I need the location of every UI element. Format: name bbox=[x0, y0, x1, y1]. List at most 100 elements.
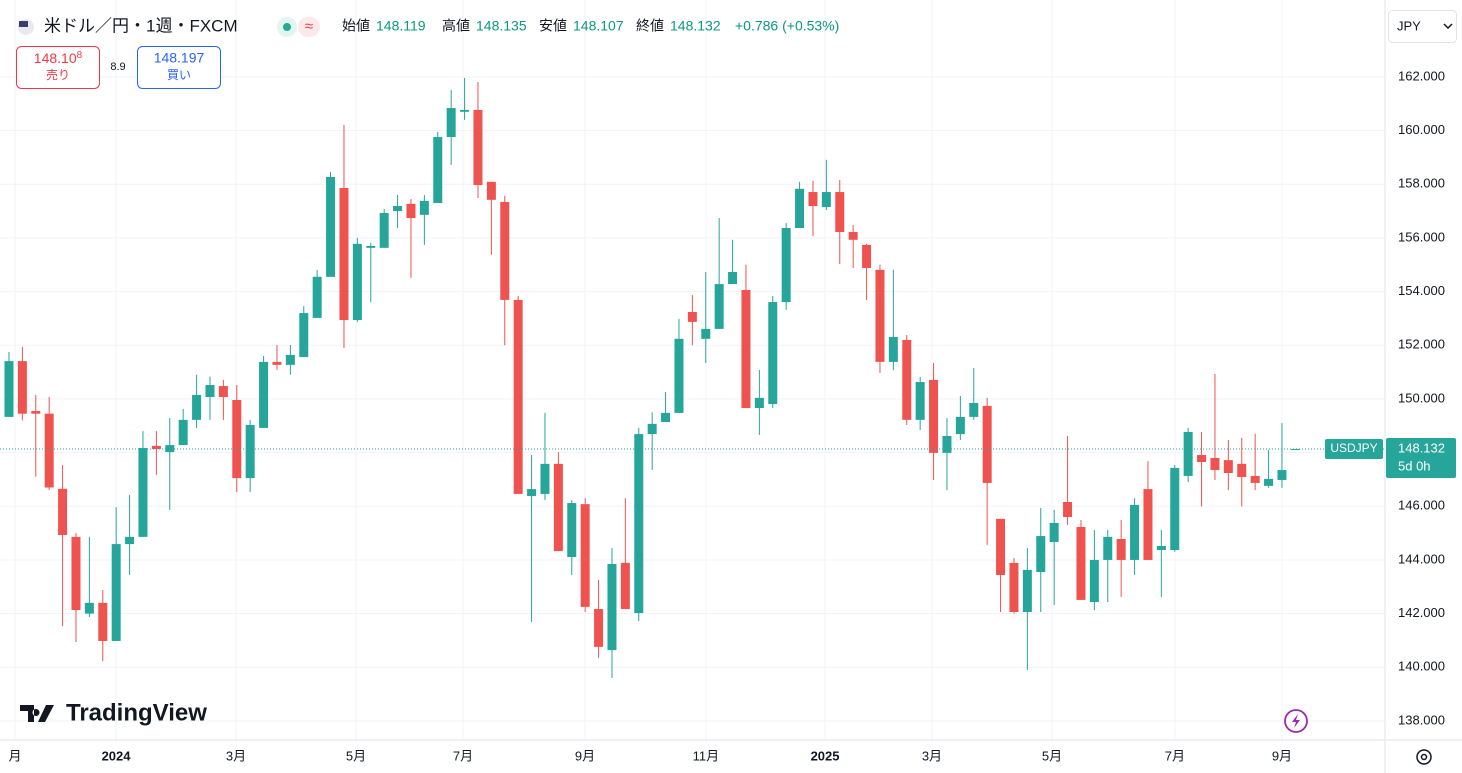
symbol-tag: USDJPY bbox=[1330, 441, 1377, 455]
candle-body bbox=[326, 177, 336, 277]
y-tick-label: 160.000 bbox=[1398, 122, 1445, 137]
candle-body bbox=[17, 361, 27, 414]
candle-body bbox=[647, 423, 657, 435]
candle-body bbox=[138, 448, 148, 537]
candle-body bbox=[902, 339, 912, 420]
candles bbox=[4, 77, 1300, 679]
candle-body bbox=[1143, 489, 1153, 560]
ohlc-value: 148.119 bbox=[376, 18, 426, 34]
candle-body bbox=[111, 544, 121, 641]
candle-body bbox=[339, 188, 349, 321]
change: +0.786 (+0.53%) bbox=[735, 18, 839, 34]
spread: 8.9 bbox=[110, 61, 125, 73]
x-tick-label: 9月 bbox=[575, 748, 595, 763]
candle-body bbox=[500, 201, 510, 300]
candle-body bbox=[178, 419, 188, 446]
candle-body bbox=[259, 361, 269, 428]
badge: ≈ bbox=[305, 18, 313, 35]
candle-body bbox=[996, 518, 1006, 575]
sell-button[interactable] bbox=[16, 46, 100, 89]
candle-body bbox=[754, 397, 764, 409]
candle-body bbox=[1250, 475, 1260, 483]
x-tick-label: 3月 bbox=[922, 748, 942, 763]
candle-body bbox=[701, 328, 711, 339]
candle-body bbox=[835, 192, 845, 233]
ohlc-value: 148.135 bbox=[476, 18, 527, 34]
price-tag-value: 148.132 bbox=[1398, 440, 1445, 455]
candle-body bbox=[1264, 478, 1274, 486]
price-tag-bg bbox=[1386, 438, 1456, 479]
x-tick-label: 7月 bbox=[1165, 748, 1185, 763]
x-tick-label: 2025 bbox=[811, 748, 840, 763]
candle-body bbox=[473, 109, 483, 186]
x-tick-label: 11月 bbox=[693, 748, 720, 763]
sell-pip: 8 bbox=[77, 50, 83, 61]
grid bbox=[0, 0, 1385, 740]
settings-button[interactable] bbox=[1416, 749, 1432, 765]
x-tick-label: 7月 bbox=[453, 748, 473, 763]
candle-body bbox=[1076, 526, 1086, 600]
candle-body bbox=[580, 504, 590, 607]
y-tick-label: 150.000 bbox=[1398, 390, 1445, 405]
candle-body bbox=[513, 299, 523, 494]
x-tick-label: 5月 bbox=[1042, 748, 1062, 763]
candle-body bbox=[31, 411, 41, 414]
candle-body bbox=[312, 276, 322, 318]
candle-body bbox=[714, 284, 724, 329]
sell-price: 148.108 bbox=[34, 50, 83, 66]
x-tick-label: 5月 bbox=[346, 748, 366, 763]
ohlc-label: 始値 bbox=[342, 18, 370, 34]
currency-dropdown[interactable] bbox=[1388, 10, 1457, 43]
buy-button[interactable] bbox=[137, 46, 221, 89]
ohlc-label: 高値 bbox=[442, 18, 470, 34]
candle-body bbox=[620, 562, 630, 610]
y-tick-label: 140.000 bbox=[1398, 659, 1445, 674]
candle-body bbox=[165, 445, 175, 453]
sell-label: 売り bbox=[46, 67, 70, 82]
candle-body bbox=[1063, 501, 1073, 518]
currency: JPY bbox=[1397, 18, 1421, 33]
candle-body bbox=[1116, 539, 1126, 560]
y-tick-label: 142.000 bbox=[1398, 605, 1445, 620]
candle-body bbox=[1183, 431, 1193, 476]
symbol-tag-bg bbox=[1325, 439, 1383, 460]
candle-body bbox=[299, 313, 309, 358]
candle-body bbox=[393, 205, 403, 212]
candle-body bbox=[607, 563, 617, 651]
candle-body bbox=[84, 602, 94, 614]
candle-body bbox=[406, 203, 416, 219]
candle-body bbox=[1290, 449, 1300, 451]
flag-canton bbox=[19, 21, 28, 27]
x-tick-label: 月 bbox=[8, 748, 21, 763]
candle-body bbox=[553, 463, 563, 552]
candle-body bbox=[1130, 504, 1140, 560]
candle-body bbox=[44, 413, 54, 488]
candle-body bbox=[1210, 457, 1220, 471]
candle-body bbox=[821, 192, 831, 208]
candle-body bbox=[768, 302, 778, 405]
lightning-icon bbox=[1292, 714, 1300, 728]
candle-body bbox=[795, 188, 805, 228]
candle-body bbox=[661, 412, 671, 423]
candle-body bbox=[192, 394, 202, 420]
candle-body bbox=[205, 384, 215, 398]
price-tag-countdown: 5d 0h bbox=[1398, 458, 1431, 473]
candle-body bbox=[1237, 463, 1247, 478]
candle-body bbox=[1277, 470, 1287, 480]
candle-body bbox=[285, 354, 295, 365]
candle-body bbox=[218, 386, 228, 398]
candle-body bbox=[888, 336, 898, 362]
candle-body bbox=[915, 382, 925, 420]
candle-body bbox=[245, 424, 255, 479]
candle-body bbox=[687, 311, 697, 322]
x-tick-label: 3月 bbox=[226, 748, 246, 763]
candle-body bbox=[71, 536, 81, 611]
badge-bg bbox=[298, 17, 320, 37]
candle-body bbox=[4, 361, 14, 417]
ohlc-value: 148.107 bbox=[573, 18, 624, 34]
candle-body bbox=[728, 272, 738, 285]
ohlc-value: 148.132 bbox=[670, 18, 721, 34]
y-tick-label: 158.000 bbox=[1398, 176, 1445, 191]
symbol-title[interactable]: 米ドル／円・1週・FXCM bbox=[44, 16, 238, 35]
candle-body bbox=[1197, 455, 1207, 462]
